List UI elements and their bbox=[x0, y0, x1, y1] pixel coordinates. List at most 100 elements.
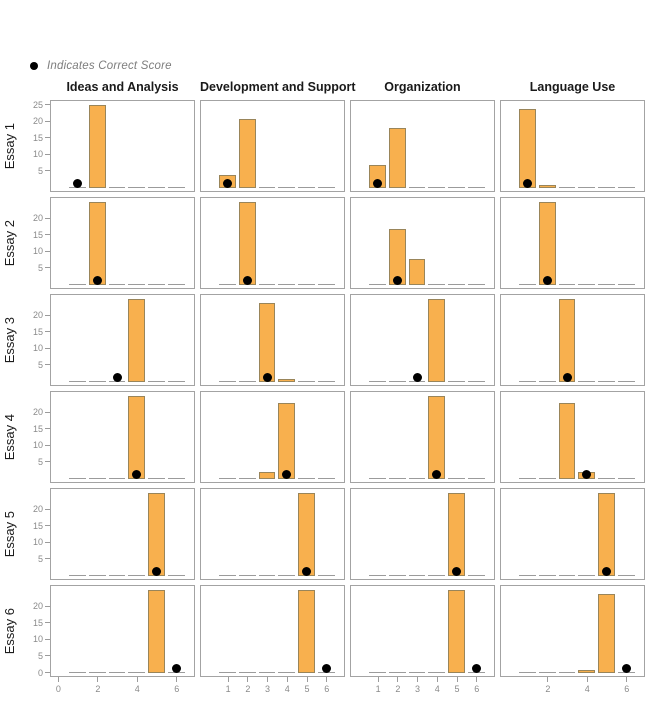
correct-score-dot bbox=[392, 275, 402, 285]
zero-bar-score-2 bbox=[88, 477, 106, 479]
panel-essay-4-development-and-support bbox=[200, 391, 345, 483]
zero-bar-score-5 bbox=[598, 380, 615, 382]
bar-score-5 bbox=[298, 493, 315, 576]
correct-score-dot bbox=[452, 566, 461, 576]
zero-bar-score-6 bbox=[167, 283, 185, 285]
y-tick-label: 5 bbox=[37, 262, 43, 273]
y-tick-label: 20 bbox=[32, 213, 43, 224]
y-tick-mark bbox=[45, 428, 50, 430]
bar-score-4 bbox=[128, 299, 146, 382]
panel-essay-1-development-and-support bbox=[200, 100, 345, 192]
x-axis-organization: 1 2 3 4 5 6 bbox=[350, 677, 495, 700]
x-tick-label: 2 bbox=[395, 684, 401, 694]
row-label-essay-5: Essay 5 bbox=[2, 488, 17, 580]
zero-bar-score-5 bbox=[448, 283, 465, 285]
zero-bar-score-6 bbox=[467, 283, 485, 285]
zero-bar-score-6 bbox=[317, 283, 335, 285]
row-label-text: Essay 2 bbox=[1, 219, 17, 267]
y-tick-label: 20 bbox=[32, 601, 43, 612]
zero-bar-score-4 bbox=[278, 671, 296, 673]
zero-bar-score-1 bbox=[69, 380, 86, 382]
zero-bar-score-6 bbox=[317, 186, 335, 188]
zero-bar-score-6 bbox=[167, 574, 185, 576]
zero-bar-score-4 bbox=[578, 186, 596, 188]
zero-bar-score-6 bbox=[317, 380, 335, 382]
x-tick-mark bbox=[377, 677, 379, 682]
bar-score-5 bbox=[598, 493, 615, 576]
zero-bar-score-5 bbox=[448, 186, 465, 188]
y-tick-mark bbox=[45, 267, 50, 269]
bar-score-4 bbox=[128, 396, 146, 479]
zero-bar-score-5 bbox=[448, 477, 465, 479]
correct-score-dot bbox=[602, 566, 611, 576]
zero-bar-score-5 bbox=[298, 186, 315, 188]
zero-bar-score-6 bbox=[617, 283, 635, 285]
zero-bar-score-3 bbox=[258, 671, 276, 673]
x-tick-label: 2 bbox=[545, 684, 551, 694]
zero-bar-score-2 bbox=[238, 671, 256, 673]
x-axis-ideas-and-analysis: 0 2 4 6 bbox=[50, 677, 195, 700]
bar-score-2 bbox=[88, 105, 106, 188]
y-tick-label: 15 bbox=[32, 423, 43, 434]
bar-score-4 bbox=[278, 378, 296, 382]
y-tick-label: 20 bbox=[32, 407, 43, 418]
zero-bar-score-1 bbox=[69, 574, 86, 576]
zero-bar-score-3 bbox=[258, 186, 276, 188]
y-tick-label: 5 bbox=[37, 553, 43, 564]
zero-bar-score-3 bbox=[108, 477, 126, 479]
y-tick-mark bbox=[45, 411, 50, 413]
zero-bar-score-1 bbox=[519, 477, 536, 479]
zero-bar-score-4 bbox=[128, 186, 146, 188]
y-tick-label: 0 bbox=[37, 667, 43, 678]
zero-bar-score-1 bbox=[219, 477, 236, 479]
x-tick-mark bbox=[97, 677, 99, 682]
bar-score-4 bbox=[428, 396, 446, 479]
zero-bar-score-3 bbox=[408, 671, 426, 673]
zero-bar-score-6 bbox=[317, 574, 335, 576]
correct-score-dot bbox=[92, 275, 102, 285]
y-tick-mark bbox=[45, 622, 50, 624]
x-tick-mark bbox=[136, 677, 138, 682]
zero-bar-score-3 bbox=[408, 186, 426, 188]
x-tick-mark bbox=[267, 677, 269, 682]
zero-bar-score-1 bbox=[369, 574, 386, 576]
zero-bar-score-2 bbox=[538, 477, 556, 479]
y-tick-label: 10 bbox=[32, 246, 43, 257]
zero-bar-score-4 bbox=[128, 283, 146, 285]
zero-bar-score-2 bbox=[538, 574, 556, 576]
x-tick-mark bbox=[417, 677, 419, 682]
zero-bar-score-6 bbox=[467, 477, 485, 479]
x-tick-label: 3 bbox=[265, 684, 271, 694]
correct-score-dot bbox=[242, 275, 252, 285]
zero-bar-score-4 bbox=[578, 283, 596, 285]
y-tick-label: 20 bbox=[32, 310, 43, 321]
y-tick-label: 15 bbox=[32, 132, 43, 143]
y-axis-essay-6: 0 5 10 15 20 bbox=[21, 585, 50, 678]
zero-bar-score-6 bbox=[317, 477, 335, 479]
column-title-ideas-and-analysis: Ideas and Analysis bbox=[66, 80, 179, 94]
zero-bar-score-2 bbox=[238, 477, 256, 479]
y-tick-label: 10 bbox=[32, 440, 43, 451]
x-tick-mark bbox=[306, 677, 308, 682]
zero-bar-score-1 bbox=[369, 380, 386, 382]
zero-bar-score-3 bbox=[108, 671, 126, 673]
legend-label: Indicates Correct Score bbox=[47, 60, 172, 72]
y-tick-mark bbox=[45, 508, 50, 510]
panel-essay-2-language-use bbox=[500, 197, 645, 289]
panel-essay-2-development-and-support bbox=[200, 197, 345, 289]
bar-score-5 bbox=[298, 590, 315, 673]
y-tick-mark bbox=[45, 314, 50, 316]
bar-score-3 bbox=[258, 472, 276, 479]
panel-essay-5-organization bbox=[350, 488, 495, 580]
zero-bar-score-6 bbox=[467, 186, 485, 188]
x-tick-label: 6 bbox=[324, 684, 330, 694]
zero-bar-score-5 bbox=[298, 283, 315, 285]
zero-bar-score-4 bbox=[128, 574, 146, 576]
correct-score-dot bbox=[562, 372, 572, 382]
y-axis-essay-2: 5 10 15 20 bbox=[21, 197, 50, 289]
correct-score-dot bbox=[132, 469, 142, 479]
zero-bar-score-1 bbox=[219, 283, 236, 285]
x-tick-label: 6 bbox=[624, 684, 630, 694]
correct-score-dot bbox=[373, 178, 383, 188]
zero-bar-score-6 bbox=[167, 186, 185, 188]
